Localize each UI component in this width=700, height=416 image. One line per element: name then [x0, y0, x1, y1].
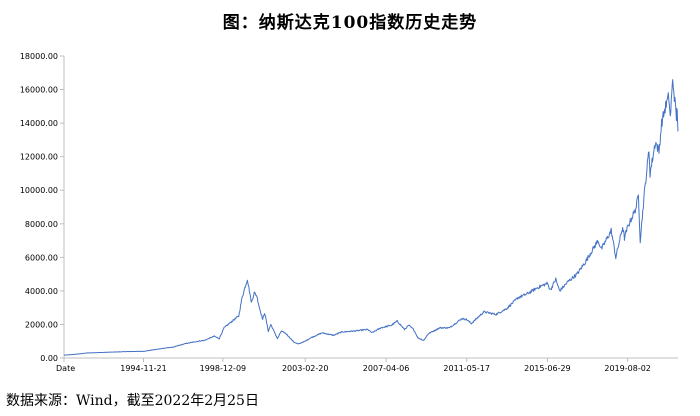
series-layer — [63, 79, 679, 356]
x-tick-label: 2011-05-17 — [443, 364, 490, 373]
x-tick-label: 1994-11-21 — [120, 364, 167, 373]
x-tick-label: 1998-12-09 — [200, 364, 247, 373]
x-tick-label: Date — [56, 364, 75, 373]
source-note: 数据来源：Wind，截至2022年2月25日 — [6, 393, 259, 409]
series-line — [63, 79, 679, 356]
xtick-layer: Date 1994-11-21 1998-12-09 2003-02-20 2007-0… — [56, 358, 651, 373]
y-tick-label: 8000.00 — [25, 220, 58, 229]
axes-layer — [63, 56, 678, 359]
x-tick-label: 2007-04-06 — [363, 364, 410, 373]
y-tick-label: 18000.00 — [20, 52, 58, 61]
y-tick-label: 4000.00 — [25, 287, 58, 296]
x-tick-label: 2003-02-20 — [282, 364, 329, 373]
y-tick-label: 16000.00 — [20, 86, 58, 95]
y-tick-label: 6000.00 — [25, 253, 58, 262]
chart-title: 图：纳斯达克100指数历史走势 — [222, 13, 478, 33]
y-tick-label: 2000.00 — [25, 320, 58, 329]
x-tick-label: 2019-08-02 — [604, 364, 651, 373]
y-tick-label: 10000.00 — [20, 186, 58, 195]
y-tick-label: 0.00 — [40, 354, 58, 363]
x-tick-label: 2015-06-29 — [524, 364, 571, 373]
y-tick-label: 12000.00 — [20, 153, 58, 162]
y-tick-label: 14000.00 — [20, 119, 58, 128]
ytick-layer: 0.00 2000.00 4000.00 6000.00 8000.00 10000.00… — [20, 52, 64, 363]
